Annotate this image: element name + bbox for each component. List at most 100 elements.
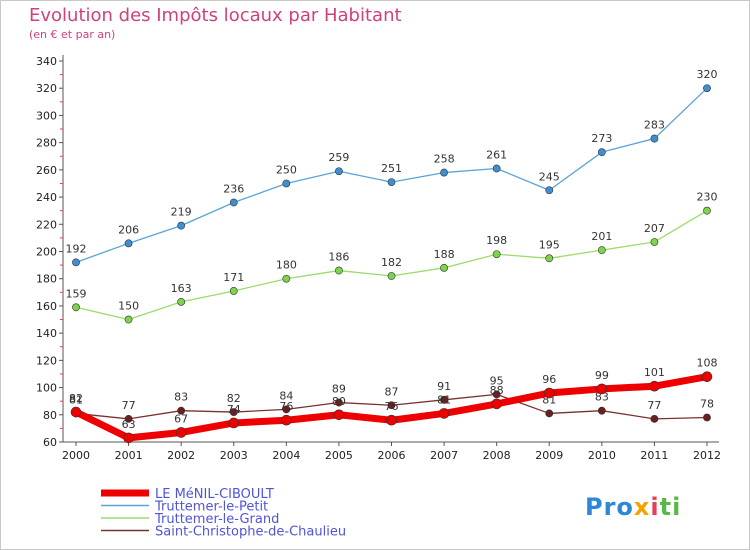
data-label-saint-christophe-de-chaulieu: 82 bbox=[227, 392, 241, 405]
data-point-truttemer-le-grand bbox=[650, 238, 659, 246]
data-point-truttemer-le-grand bbox=[282, 274, 291, 283]
y-tick-label: 80 bbox=[43, 409, 57, 422]
y-tick-label: 260 bbox=[36, 164, 57, 177]
data-label-le-m-nil-ciboult: 99 bbox=[595, 369, 609, 382]
data-point-saint-christophe-de-chaulieu bbox=[282, 405, 291, 414]
data-label-saint-christophe-de-chaulieu: 78 bbox=[700, 398, 714, 411]
data-point-truttemer-le-petit bbox=[703, 84, 711, 93]
x-tick-label: 2001 bbox=[115, 449, 143, 462]
proxiti-logo: Proxiti bbox=[585, 493, 681, 521]
data-point-le-m-nil-ciboult bbox=[438, 408, 450, 419]
x-tick-label: 2011 bbox=[640, 449, 668, 462]
data-point-truttemer-le-petit bbox=[597, 148, 606, 157]
data-point-truttemer-le-grand bbox=[597, 246, 606, 255]
y-tick-label: 160 bbox=[36, 300, 57, 313]
data-label-truttemer-le-petit: 261 bbox=[486, 148, 507, 161]
data-label-truttemer-le-grand: 180 bbox=[276, 259, 297, 272]
data-label-le-m-nil-ciboult: 76 bbox=[385, 400, 399, 413]
data-point-saint-christophe-de-chaulieu bbox=[545, 409, 554, 418]
data-label-truttemer-le-grand: 198 bbox=[486, 234, 507, 247]
data-label-saint-christophe-de-chaulieu: 83 bbox=[174, 391, 188, 404]
data-point-truttemer-le-petit bbox=[177, 221, 186, 230]
data-point-truttemer-le-grand bbox=[124, 315, 133, 324]
data-point-truttemer-le-petit bbox=[545, 186, 554, 195]
data-point-le-m-nil-ciboult bbox=[491, 398, 502, 410]
data-point-saint-christophe-de-chaulieu bbox=[177, 406, 186, 415]
data-label-le-m-nil-ciboult: 80 bbox=[332, 395, 346, 408]
data-label-le-m-nil-ciboult: 82 bbox=[69, 392, 83, 405]
x-tick-label: 2002 bbox=[167, 449, 195, 462]
data-point-truttemer-le-grand bbox=[229, 287, 238, 295]
data-point-le-m-nil-ciboult bbox=[228, 417, 240, 429]
data-point-le-m-nil-ciboult bbox=[175, 427, 187, 438]
logo-part: Pro bbox=[585, 493, 634, 521]
data-point-saint-christophe-de-chaulieu bbox=[387, 401, 396, 410]
data-label-truttemer-le-petit: 259 bbox=[328, 151, 349, 164]
y-tick-label: 200 bbox=[36, 246, 57, 259]
data-point-le-m-nil-ciboult bbox=[281, 414, 292, 426]
y-tick-label: 100 bbox=[36, 382, 57, 395]
data-label-truttemer-le-grand: 201 bbox=[591, 230, 612, 243]
data-label-truttemer-le-petit: 192 bbox=[66, 242, 87, 255]
data-point-truttemer-le-petit bbox=[440, 168, 448, 177]
data-point-truttemer-le-grand bbox=[492, 250, 501, 259]
data-label-truttemer-le-grand: 163 bbox=[171, 282, 192, 295]
data-label-le-m-nil-ciboult: 67 bbox=[174, 412, 188, 425]
x-tick-label: 2005 bbox=[325, 449, 353, 462]
y-tick-label: 280 bbox=[36, 137, 57, 150]
data-label-saint-christophe-de-chaulieu: 77 bbox=[122, 399, 136, 412]
data-label-saint-christophe-de-chaulieu: 84 bbox=[279, 389, 293, 402]
data-label-truttemer-le-grand: 150 bbox=[118, 300, 139, 313]
legend-label-saint-christophe-de-chaulieu: Saint-Christophe-de-Chaulieu bbox=[155, 525, 346, 540]
data-label-le-m-nil-ciboult: 101 bbox=[644, 366, 665, 379]
data-label-saint-christophe-de-chaulieu: 77 bbox=[647, 399, 661, 412]
y-tick-label: 240 bbox=[36, 191, 57, 204]
data-point-truttemer-le-grand bbox=[440, 263, 448, 272]
data-point-le-m-nil-ciboult bbox=[386, 414, 397, 426]
y-tick-label: 60 bbox=[43, 436, 57, 449]
x-tick-label: 2008 bbox=[483, 449, 511, 462]
data-point-truttemer-le-petit bbox=[492, 164, 501, 173]
data-point-le-m-nil-ciboult bbox=[649, 380, 660, 392]
data-label-truttemer-le-grand: 171 bbox=[223, 271, 244, 284]
data-point-truttemer-le-petit bbox=[387, 178, 396, 187]
legend-label-le-m-nil-ciboult: LE MéNIL-CIBOULT bbox=[155, 487, 274, 502]
data-point-le-m-nil-ciboult bbox=[543, 387, 555, 399]
data-point-truttemer-le-petit bbox=[282, 179, 291, 188]
x-tick-label: 2007 bbox=[430, 449, 458, 462]
data-point-le-m-nil-ciboult bbox=[333, 409, 345, 421]
data-label-truttemer-le-petit: 251 bbox=[381, 162, 402, 175]
data-label-truttemer-le-petit: 273 bbox=[591, 132, 612, 145]
data-label-truttemer-le-grand: 230 bbox=[697, 191, 718, 204]
data-point-truttemer-le-petit bbox=[335, 167, 343, 176]
data-point-saint-christophe-de-chaulieu bbox=[597, 406, 606, 415]
chart-title: Evolution des Impôts locaux par Habitant bbox=[29, 5, 402, 26]
x-tick-label: 2009 bbox=[535, 449, 563, 462]
data-point-truttemer-le-petit bbox=[124, 239, 133, 248]
data-point-truttemer-le-grand bbox=[72, 303, 80, 312]
data-point-truttemer-le-grand bbox=[177, 297, 186, 306]
data-point-saint-christophe-de-chaulieu bbox=[492, 390, 501, 399]
data-point-truttemer-le-petit bbox=[72, 258, 80, 267]
data-point-truttemer-le-grand bbox=[545, 254, 554, 263]
data-label-truttemer-le-grand: 159 bbox=[66, 287, 87, 300]
data-label-saint-christophe-de-chaulieu: 95 bbox=[490, 374, 504, 387]
data-point-truttemer-le-petit bbox=[650, 134, 659, 143]
series-line-truttemer-le-petit bbox=[75, 87, 708, 264]
data-point-truttemer-le-grand bbox=[335, 266, 343, 275]
data-label-truttemer-le-petit: 206 bbox=[118, 223, 139, 236]
y-tick-label: 320 bbox=[36, 82, 57, 95]
data-label-le-m-nil-ciboult: 63 bbox=[122, 418, 136, 431]
data-label-saint-christophe-de-chaulieu: 89 bbox=[332, 383, 346, 396]
logo-part: x bbox=[633, 493, 651, 521]
x-tick-label: 2012 bbox=[693, 449, 721, 462]
data-label-le-m-nil-ciboult: 88 bbox=[490, 384, 504, 397]
chart-subtitle: (en € et par an) bbox=[29, 28, 116, 41]
data-point-le-m-nil-ciboult bbox=[596, 383, 608, 395]
data-label-saint-christophe-de-chaulieu: 83 bbox=[595, 391, 609, 404]
data-label-le-m-nil-ciboult: 108 bbox=[697, 357, 718, 370]
data-point-saint-christophe-de-chaulieu bbox=[440, 395, 448, 404]
data-label-truttemer-le-petit: 250 bbox=[276, 163, 297, 176]
data-point-saint-christophe-de-chaulieu bbox=[703, 413, 711, 422]
